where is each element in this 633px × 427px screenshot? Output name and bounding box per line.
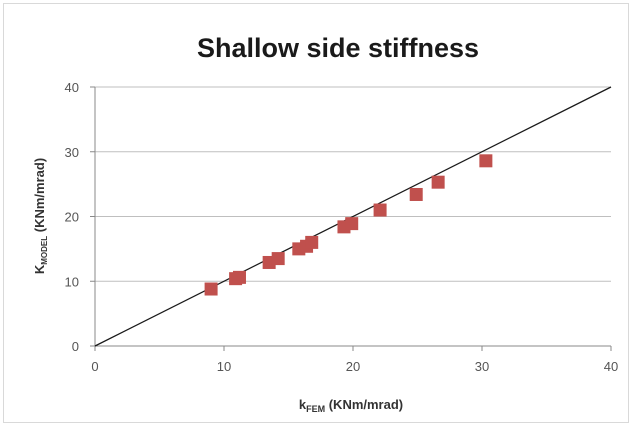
y-tick-label-30: 30	[65, 145, 79, 160]
y-axis-label-rest: (KNm/mrad)	[32, 158, 47, 236]
x-axis-label-rest: (KNm/mrad)	[325, 397, 403, 412]
x-tick-label-30: 30	[475, 359, 489, 374]
x-axis-label-main: k	[299, 397, 307, 412]
y-tick-label-40: 40	[65, 80, 79, 95]
y-axis-label: KMODEL (KNm/mrad)	[32, 158, 49, 274]
x-tick-label-20: 20	[346, 359, 360, 374]
y-tick-label-10: 10	[65, 274, 79, 289]
data-point	[305, 235, 319, 249]
data-point	[204, 282, 218, 296]
y-axis-label-sub: MODEL	[40, 236, 49, 265]
data-point	[409, 187, 423, 201]
y-tick-labels: 0 10 20 30 40	[65, 80, 79, 354]
y-tick-label-20: 20	[65, 210, 79, 225]
data-point	[232, 270, 246, 284]
axes	[90, 86, 612, 351]
x-tick-labels: 0 10 20 30 40	[91, 359, 618, 374]
y-axis-label-main: K	[32, 264, 47, 274]
y-tick-label-0: 0	[72, 339, 79, 354]
data-points	[204, 154, 493, 296]
reference-line	[94, 86, 612, 347]
data-point	[373, 203, 387, 217]
chart-frame	[3, 3, 629, 423]
x-axis-label-sub: FEM	[306, 404, 325, 414]
data-point	[431, 175, 445, 189]
reference-line-group	[94, 86, 612, 347]
x-axis-label: kFEM (KNm/mrad)	[299, 397, 403, 414]
data-point	[479, 154, 493, 168]
x-tick-label-40: 40	[604, 359, 618, 374]
grid-lines	[95, 86, 611, 282]
data-point	[271, 252, 285, 266]
x-tick-label-10: 10	[217, 359, 231, 374]
y-axis-label-group: KMODEL (KNm/mrad)	[32, 158, 49, 274]
x-tick-label-0: 0	[91, 359, 98, 374]
data-point	[345, 217, 359, 231]
chart-title: Shallow side stiffness	[197, 33, 479, 63]
